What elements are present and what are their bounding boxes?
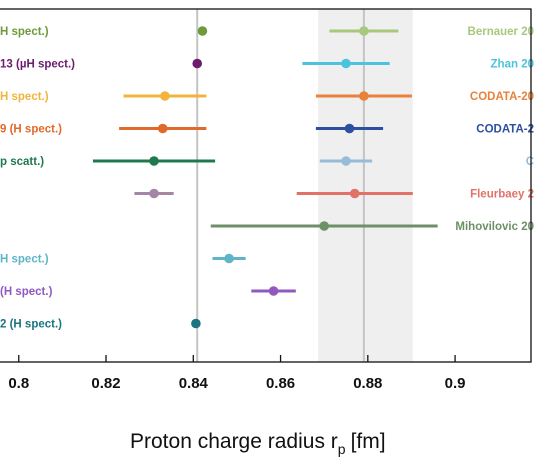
data-point-4 — [160, 91, 170, 101]
data-point-3 — [341, 58, 351, 69]
row-label-12: Mihovilovic 20 — [455, 221, 534, 233]
data-points — [149, 26, 369, 329]
x-axis-label: Proton charge radius rp [fm] — [130, 430, 386, 457]
x-tick-label-4: 0.88 — [353, 375, 382, 392]
shaded-band — [318, 9, 413, 362]
data-point-9 — [341, 156, 351, 166]
data-point-10 — [149, 188, 159, 199]
row-label-14: (H spect.) — [0, 286, 53, 298]
data-point-8 — [149, 156, 159, 166]
data-point-6 — [157, 123, 168, 134]
row-labels: H spect.) Bernauer 20 13 (µH spect.) Zhan 2… — [0, 26, 534, 331]
x-tick-label-1: 0.82 — [91, 375, 120, 392]
row-label-1: Bernauer 20 — [468, 26, 534, 38]
data-point-12 — [319, 221, 329, 231]
x-tick-label-2: 0.84 — [179, 375, 209, 392]
x-tick-label-3: 0.86 — [266, 375, 295, 392]
x-axis-ticks: 0.80.820.840.860.880.90 — [8, 355, 466, 392]
row-label-15: 2 (H spect.) — [0, 319, 62, 331]
data-point-0 — [197, 26, 208, 36]
row-label-13: H spect.) — [0, 254, 49, 266]
data-point-14 — [268, 286, 279, 296]
data-point-7 — [344, 123, 355, 134]
row-label-11: Fleurbaey 2 — [470, 189, 534, 201]
data-point-1 — [359, 26, 369, 36]
data-point-11 — [349, 188, 360, 199]
plot-frame — [0, 8, 532, 363]
row-label-9: C — [526, 156, 534, 168]
x-tick-label-0: 0.8 — [8, 375, 29, 392]
row-label-4: H spect.) — [0, 91, 49, 103]
row-label-8: p scatt.) — [0, 156, 44, 168]
data-point-15 — [191, 318, 201, 329]
row-label-0: H spect.) — [0, 26, 49, 38]
row-label-2: 13 (µH spect.) — [0, 59, 75, 71]
row-label-6: 9 (H spect.) — [0, 124, 62, 136]
data-point-2 — [192, 58, 203, 69]
row-label-7: CODATA-2 — [476, 124, 534, 136]
x-tick-label-5: 0.9 — [445, 375, 466, 392]
data-point-5 — [359, 91, 369, 101]
row-label-5: CODATA-20 — [470, 91, 534, 103]
row-label-3: Zhan 20 — [491, 59, 534, 71]
data-point-13 — [224, 253, 234, 264]
